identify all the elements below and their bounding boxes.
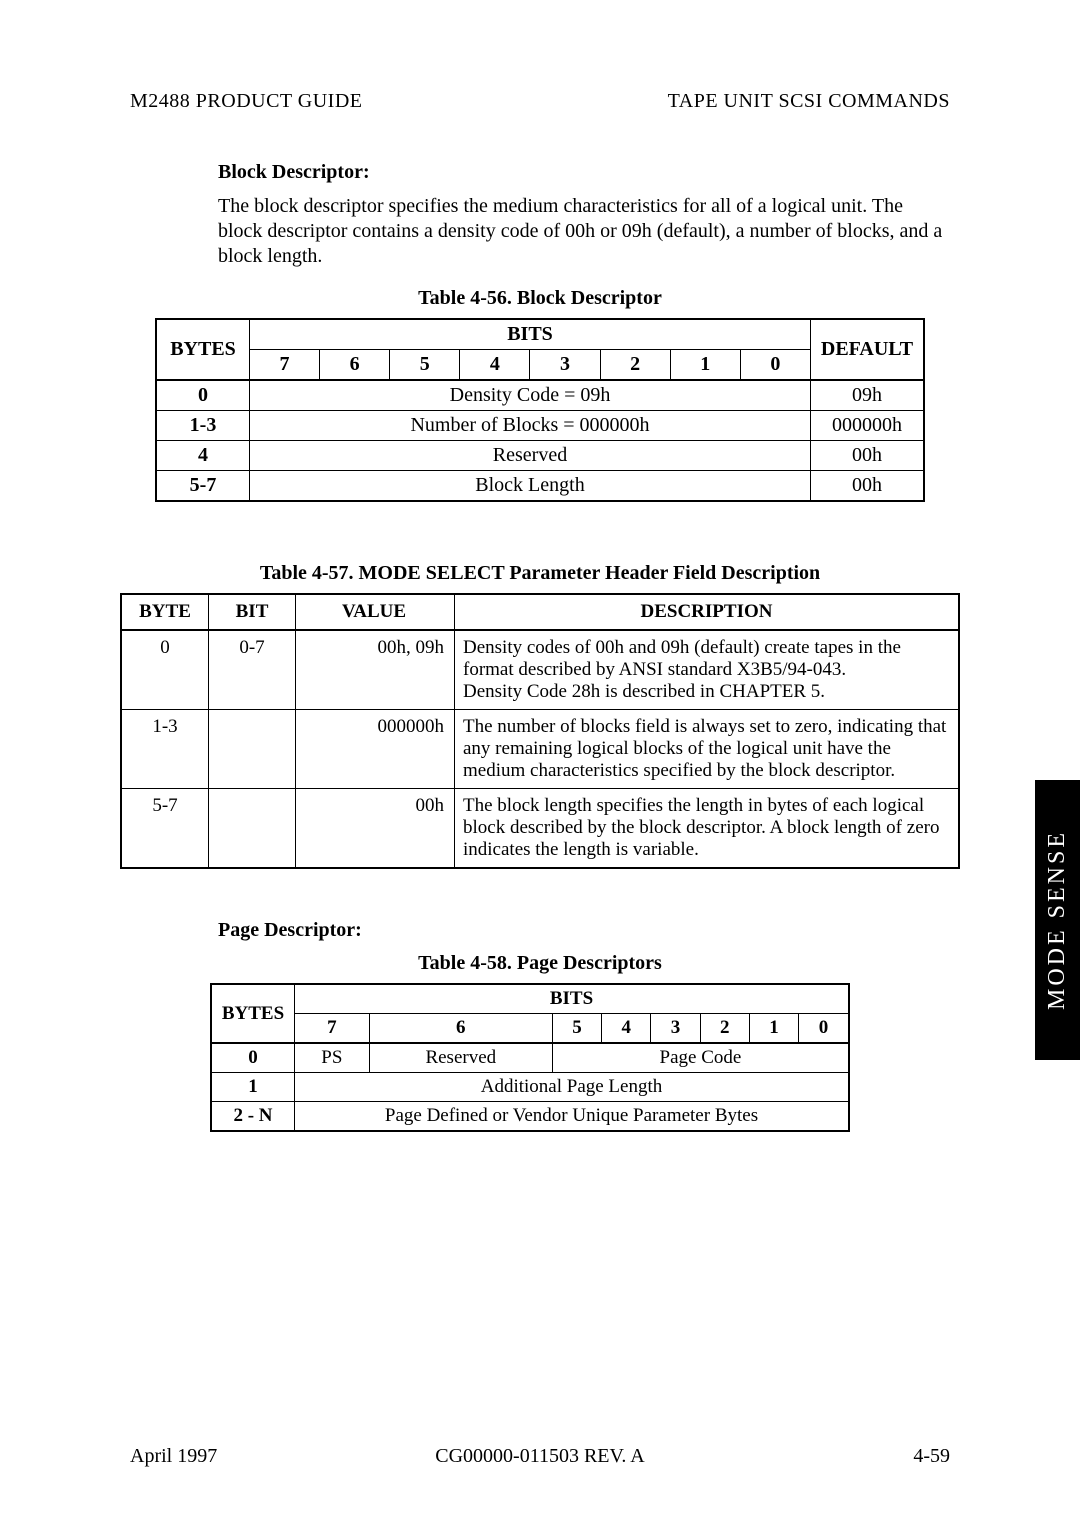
t3-bytes-header: BYTES xyxy=(211,984,295,1043)
t2-r0-byte: 0 xyxy=(121,630,209,710)
t1-bit0: 0 xyxy=(740,350,810,381)
page: M2488 PRODUCT GUIDE TAPE UNIT SCSI COMMA… xyxy=(0,0,1080,1528)
table-row: 4 Reserved 00h xyxy=(156,441,924,471)
section-tab: MODE SENSE xyxy=(1035,780,1080,1060)
block-descriptor-text: The block descriptor specifies the mediu… xyxy=(218,194,950,269)
page-header: M2488 PRODUCT GUIDE TAPE UNIT SCSI COMMA… xyxy=(130,90,950,113)
t1-r2-byte: 4 xyxy=(156,441,250,471)
t1-r1-default: 000000h xyxy=(811,411,925,441)
table-row: 0 PS Reserved Page Code xyxy=(211,1043,849,1073)
t1-bits-header: BITS xyxy=(250,319,811,350)
t3-r0-ps: PS xyxy=(295,1043,370,1073)
t1-r1-content: Number of Blocks = 000000h xyxy=(250,411,811,441)
block-descriptor-title: Block Descriptor: xyxy=(218,161,950,184)
t2-r2-value: 00h xyxy=(296,789,455,869)
t1-bit7: 7 xyxy=(250,350,320,381)
t3-bit0: 0 xyxy=(799,1014,849,1044)
t1-bit4: 4 xyxy=(460,350,530,381)
t2-r0-bit: 0-7 xyxy=(209,630,296,710)
table-row: 1-3 000000h The number of blocks field i… xyxy=(121,710,959,789)
t1-default-header: DEFAULT xyxy=(811,319,925,380)
table-row: 2 - N Page Defined or Vendor Unique Para… xyxy=(211,1102,849,1132)
t3-bit5: 5 xyxy=(552,1014,601,1044)
t2-r2-byte: 5-7 xyxy=(121,789,209,869)
t2-r1-desc: The number of blocks field is always set… xyxy=(455,710,960,789)
t3-bit7: 7 xyxy=(295,1014,370,1044)
table-row: 0 0-7 00h, 09h Density codes of 00h and … xyxy=(121,630,959,710)
t3-bit3: 3 xyxy=(651,1014,700,1044)
t1-r2-default: 00h xyxy=(811,441,925,471)
t1-r3-byte: 5-7 xyxy=(156,471,250,502)
table-row: 0 Density Code = 09h 09h xyxy=(156,380,924,411)
header-left: M2488 PRODUCT GUIDE xyxy=(130,90,362,113)
t1-r3-default: 00h xyxy=(811,471,925,502)
t1-bit1: 1 xyxy=(670,350,740,381)
t2-r1-bit xyxy=(209,710,296,789)
t3-r1-byte: 1 xyxy=(211,1073,295,1102)
t2-r2-desc: The block length specifies the length in… xyxy=(455,789,960,869)
t3-bit4: 4 xyxy=(602,1014,651,1044)
table-row: 1-3 Number of Blocks = 000000h 000000h xyxy=(156,411,924,441)
mode-select-param-table: BYTE BIT VALUE DESCRIPTION 0 0-7 00h, 09… xyxy=(120,593,960,869)
t3-bit2: 2 xyxy=(700,1014,749,1044)
table1-caption: Table 4-56. Block Descriptor xyxy=(130,287,950,310)
table2-caption: Table 4-57. MODE SELECT Parameter Header… xyxy=(130,562,950,585)
page-footer: April 1997 CG00000-011503 REV. A 4-59 xyxy=(130,1445,950,1468)
t2-r2-bit xyxy=(209,789,296,869)
t1-r0-byte: 0 xyxy=(156,380,250,411)
t3-r2-byte: 2 - N xyxy=(211,1102,295,1132)
footer-center: CG00000-011503 REV. A xyxy=(130,1445,950,1468)
t1-r0-content: Density Code = 09h xyxy=(250,380,811,411)
table-row: 5-7 Block Length 00h xyxy=(156,471,924,502)
t3-r2-content: Page Defined or Vendor Unique Parameter … xyxy=(295,1102,850,1132)
page-descriptor-table: BYTES BITS 7 6 5 4 3 2 1 0 0 PS Reserved… xyxy=(210,983,850,1132)
page-descriptor-title: Page Descriptor: xyxy=(218,919,950,942)
t3-bits-header: BITS xyxy=(295,984,850,1014)
section-tab-label: MODE SENSE xyxy=(1044,830,1071,1010)
t3-r0-pagecode: Page Code xyxy=(552,1043,849,1073)
t2-h-value: VALUE xyxy=(296,594,455,630)
t3-bit6: 6 xyxy=(369,1014,552,1044)
t2-h-bit: BIT xyxy=(209,594,296,630)
t3-r1-content: Additional Page Length xyxy=(295,1073,850,1102)
t2-r1-value: 000000h xyxy=(296,710,455,789)
t1-bit2: 2 xyxy=(600,350,670,381)
t1-bit5: 5 xyxy=(390,350,460,381)
t1-bytes-header: BYTES xyxy=(156,319,250,380)
table-row: 5-7 00h The block length specifies the l… xyxy=(121,789,959,869)
t2-r0-value: 00h, 09h xyxy=(296,630,455,710)
t3-r0-reserved: Reserved xyxy=(369,1043,552,1073)
table3-caption: Table 4-58. Page Descriptors xyxy=(130,952,950,975)
t2-h-byte: BYTE xyxy=(121,594,209,630)
t1-r1-byte: 1-3 xyxy=(156,411,250,441)
t2-h-desc: DESCRIPTION xyxy=(455,594,960,630)
block-descriptor-table: BYTES BITS DEFAULT 7 6 5 4 3 2 1 0 0 Den… xyxy=(155,318,925,502)
t3-bit1: 1 xyxy=(749,1014,798,1044)
t2-r0-desc: Density codes of 00h and 09h (default) c… xyxy=(455,630,960,710)
t1-r2-content: Reserved xyxy=(250,441,811,471)
header-right: TAPE UNIT SCSI COMMANDS xyxy=(668,90,950,113)
t1-bit3: 3 xyxy=(530,350,600,381)
t1-r3-content: Block Length xyxy=(250,471,811,502)
t1-bit6: 6 xyxy=(320,350,390,381)
table-row: 1 Additional Page Length xyxy=(211,1073,849,1102)
t2-r1-byte: 1-3 xyxy=(121,710,209,789)
t3-r0-byte: 0 xyxy=(211,1043,295,1073)
t1-r0-default: 09h xyxy=(811,380,925,411)
